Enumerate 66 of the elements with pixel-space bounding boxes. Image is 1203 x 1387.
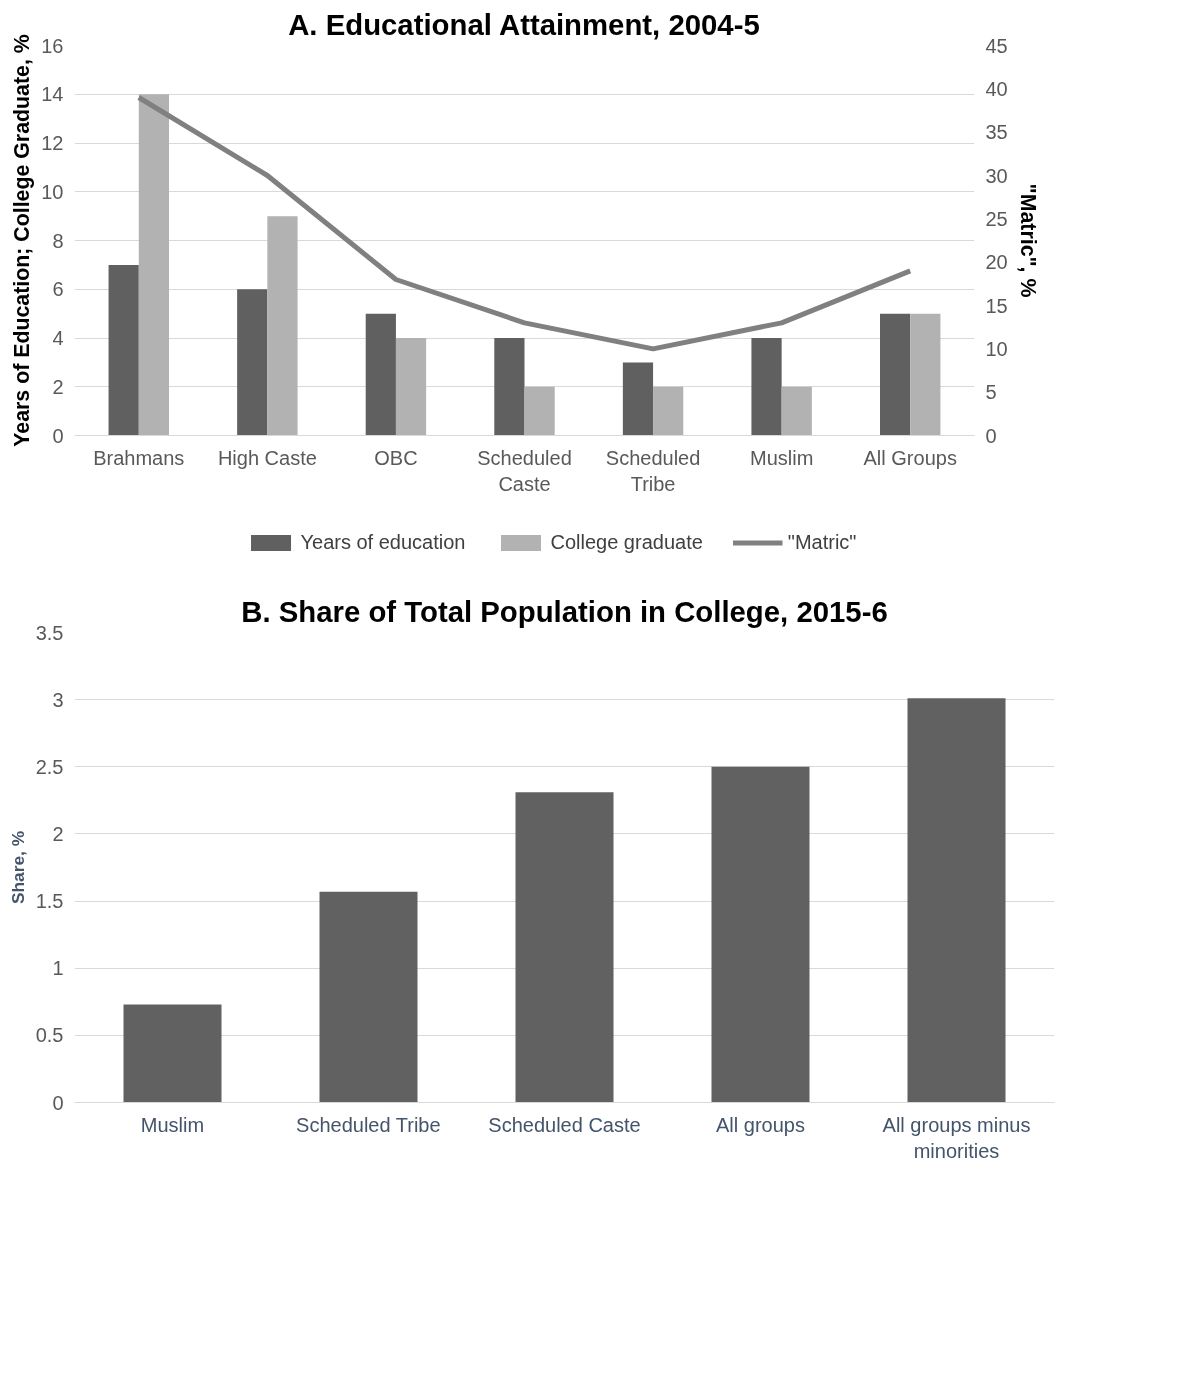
y2-tick-label: 35 [985,121,1008,144]
bar [395,338,427,436]
y-tick-label: 0.5 [35,1024,64,1047]
x-tick-label: All groups minus minorities [882,1113,1031,1162]
y-tick-label: 6 [52,278,64,301]
y2-tick-label: 15 [985,294,1008,317]
bar [365,313,396,436]
y2-tick-label: 40 [985,77,1008,100]
y2-tick-label: 5 [985,381,997,404]
y-tick-label: 16 [41,34,64,57]
x-tick-label: Scheduled Caste [477,446,572,495]
x-tick-label: Scheduled Tribe [296,1113,441,1136]
y-tick-label: 12 [41,132,64,154]
bar [237,289,268,436]
y-tick-label: 2 [52,822,64,845]
y2-tick-label: 0 [985,424,997,447]
y2-tick-label: 10 [985,337,1008,360]
bar [907,698,1006,1103]
bar [138,94,169,436]
y-tick-label: 4 [52,327,64,349]
x-tick-label: OBC [374,446,418,469]
bar [622,362,654,436]
legend-label: "Matric" [787,530,857,554]
chart-title: B. Share of Total Population in College, 2015-6 [241,594,888,628]
y-tick-label: 2.5 [35,755,64,778]
y-axis-title: Share, % [7,830,28,905]
bar [653,386,684,436]
y-tick-label: 8 [52,229,64,252]
y2-tick-label: 30 [985,164,1008,187]
bar [267,216,298,436]
y-tick-label: 0 [52,1091,64,1114]
y2-tick-label: 45 [985,34,1008,57]
y-tick-label: 0 [52,424,64,447]
x-tick-label: Brahmans [93,446,185,469]
x-tick-label: Scheduled Tribe [605,446,701,495]
bar [711,766,810,1103]
y2-tick-label: 20 [985,251,1008,274]
x-tick-label: High Caste [217,446,317,469]
legend-label: Years of education [300,530,466,554]
y2-axis-title: "Matric", % [1015,183,1040,298]
bar [494,338,525,436]
y2-tick-label: 25 [985,207,1008,230]
x-tick-label: All groups [716,1113,805,1136]
bar [880,313,911,436]
bar [751,338,782,436]
bar [515,792,614,1103]
y-tick-label: 1 [52,957,64,980]
bar [108,264,139,436]
bar [123,1004,222,1103]
x-tick-label: Muslim [140,1113,205,1136]
y-axis-title: Years of Education; College Graduate, % [9,34,34,447]
legend-label: College graduate [550,530,703,554]
x-tick-label: Scheduled Caste [488,1113,641,1136]
x-tick-label: All Groups [863,446,957,469]
bar [524,386,555,436]
chart-title: A. Educational Attainment, 2004-5 [288,7,760,41]
y-tick-label: 3 [52,688,64,711]
bar [781,386,812,436]
y-tick-label: 10 [41,180,64,203]
bar [319,891,418,1103]
bar [910,313,941,436]
x-tick-label: Muslim [749,446,814,469]
y-tick-label: 3.5 [35,621,64,644]
y-tick-label: 1.5 [35,890,64,913]
y-tick-label: 2 [52,375,64,398]
y-tick-label: 14 [41,83,64,106]
